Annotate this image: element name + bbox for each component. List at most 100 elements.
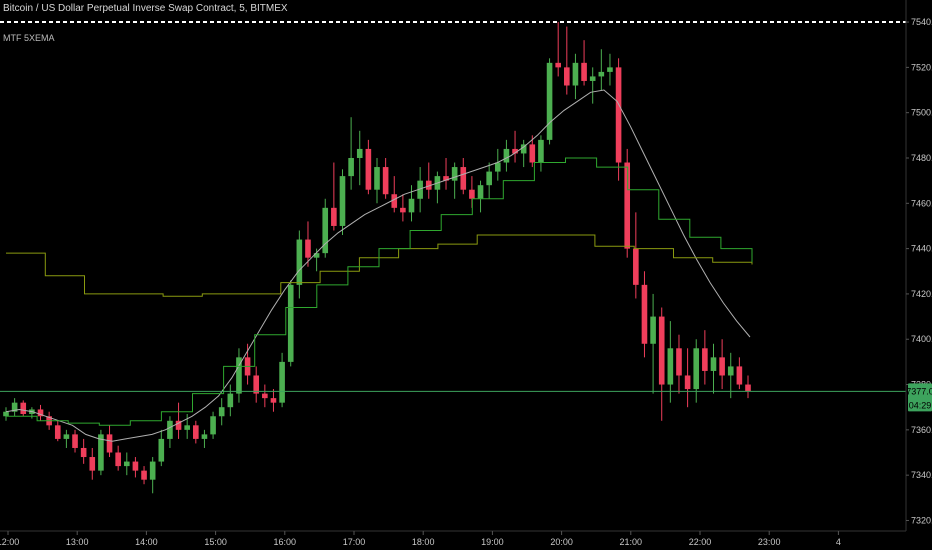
candle [54, 420, 61, 442]
candle [149, 457, 156, 494]
candle [633, 212, 639, 299]
y-tick-label: 7540.0 [911, 17, 932, 27]
candle [667, 321, 674, 403]
y-tick-label: 7400.0 [911, 334, 932, 344]
candle-body [719, 357, 725, 376]
chart-title: Bitcoin / US Dollar Perpetual Inverse Sw… [3, 3, 288, 14]
candle [693, 339, 700, 403]
candle-body [98, 434, 104, 471]
candle-body [270, 398, 277, 403]
ema-line [5, 89, 751, 442]
y-tick-label: 7320.0 [911, 515, 932, 525]
x-tick-label: 18:00 [412, 537, 435, 547]
candle [710, 343, 717, 394]
candle-body [287, 284, 294, 362]
candle [555, 22, 561, 77]
candle-body [382, 167, 389, 195]
candle [123, 452, 130, 476]
candle-body [615, 67, 622, 163]
price-tag-countdown: 04:29 [909, 400, 932, 410]
candle-body [486, 171, 492, 186]
candle-body [175, 420, 182, 430]
y-tick-label: 7340.0 [911, 470, 932, 480]
candle-body [589, 76, 596, 81]
x-tick-label: 16:00 [274, 537, 297, 547]
candle [564, 26, 570, 95]
candle-body [210, 416, 216, 435]
candle [11, 398, 18, 417]
candle-body [72, 434, 78, 448]
candle [184, 413, 190, 439]
candle [3, 407, 9, 421]
candle-body [331, 207, 337, 226]
candle [425, 162, 432, 199]
candle-body [236, 357, 242, 394]
candle-body [374, 167, 380, 190]
candle [512, 130, 518, 163]
x-tick-label: 13:00 [66, 537, 89, 547]
candle [391, 176, 398, 213]
candle-body [538, 139, 544, 163]
candle [218, 398, 225, 426]
candle-body [115, 452, 121, 467]
candle [141, 466, 147, 485]
x-tick-label: 20:00 [550, 537, 573, 547]
candle [72, 429, 78, 453]
candle-body [710, 357, 717, 371]
candle [80, 438, 87, 464]
candle [193, 420, 199, 444]
candle [615, 58, 622, 181]
candle-body [322, 207, 329, 254]
candle [451, 162, 458, 199]
price-tag-value: 7377.0 [906, 386, 932, 396]
candle [581, 40, 587, 86]
candle-body [167, 420, 173, 439]
price-axis[interactable]: 7540.0 7520.0 7500.0 7480.0 7460.0 7440.0 7420… [906, 17, 932, 525]
candle [287, 280, 294, 367]
candle [279, 352, 285, 408]
y-tick-label: 7420.0 [911, 289, 932, 299]
y-tick-label: 7440.0 [911, 244, 932, 254]
candle-body [365, 148, 372, 190]
candle-body [391, 194, 398, 208]
candle-body [727, 366, 734, 376]
candle-body [572, 62, 579, 86]
candle-body [193, 425, 199, 439]
candle [658, 307, 665, 421]
candle [702, 330, 708, 385]
candle-body [417, 180, 423, 199]
candle-body [149, 461, 156, 480]
time-axis[interactable]: 12:00 13:00 14:00 15:00 16:00 17:00 18:00 19:00… [0, 531, 841, 547]
candle-body [460, 167, 467, 190]
candle [98, 429, 104, 476]
candle [365, 139, 372, 195]
candle [624, 148, 631, 258]
candle-body [520, 144, 527, 154]
candle-body [494, 162, 501, 172]
candle [296, 230, 303, 299]
candle-body [54, 425, 61, 439]
y-tick-label: 7360.0 [911, 425, 932, 435]
candle [167, 416, 173, 448]
candle [589, 67, 596, 104]
candle [727, 352, 734, 399]
candle-body [745, 384, 751, 392]
candle-body [201, 434, 208, 439]
candle [63, 429, 70, 448]
candle [158, 429, 165, 467]
candle-body [425, 180, 432, 190]
indicator-label[interactable]: MTF 5XEMA [3, 33, 55, 43]
candle [538, 135, 544, 172]
candle [719, 339, 725, 390]
price-tag: 7377.0 04:29 [906, 383, 932, 412]
x-tick-label: 12:00 [0, 537, 19, 547]
candle [529, 135, 536, 168]
candle-body [3, 411, 9, 417]
candle-body [702, 348, 708, 371]
candle-body [313, 253, 320, 258]
candle-body [106, 434, 113, 453]
candle [374, 157, 380, 204]
candle [29, 407, 35, 419]
candle-body [400, 207, 406, 213]
